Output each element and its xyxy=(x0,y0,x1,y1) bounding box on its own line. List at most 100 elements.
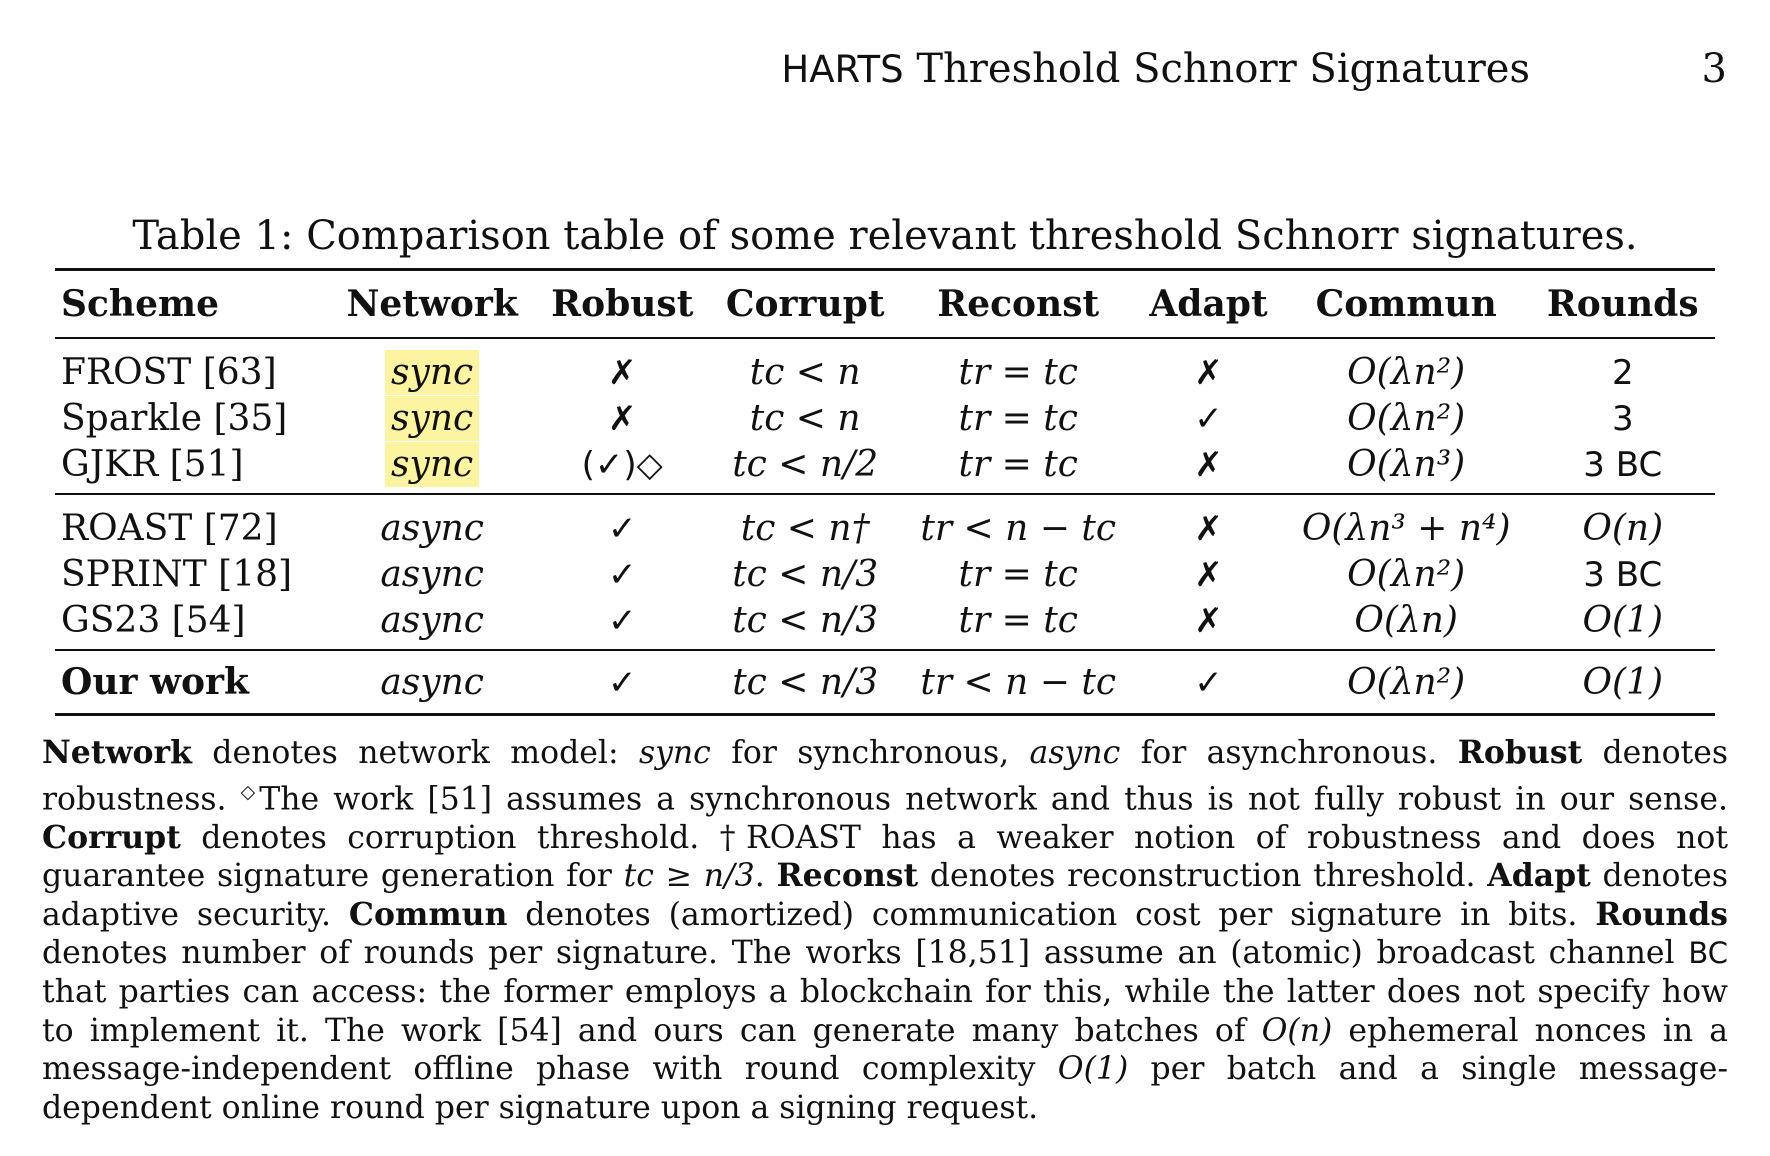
commun-value: O(λn²) xyxy=(1347,661,1466,703)
table-group-async: ROAST [72] async ✓ tc < n† tr < n − tc ✗ O(λn³… xyxy=(55,494,1715,651)
robust-value: ✓ xyxy=(608,600,637,641)
cell-reconst: tr = tc xyxy=(901,551,1135,597)
note-bc: BC xyxy=(1688,936,1728,971)
table-group-sync: FROST [63] sync ✗ tc < n tr = tc ✗ O(λn²) 2 Spar… xyxy=(55,338,1715,495)
cell-rounds: 3 BC xyxy=(1530,441,1715,495)
rounds-value: 3 xyxy=(1611,398,1634,439)
commun-value: O(λn²) xyxy=(1347,351,1466,393)
reconst-value: tr = tc xyxy=(958,553,1078,595)
note-text: denotes corruption threshold. †ROAST has… xyxy=(42,819,1728,895)
scheme-value: Our work xyxy=(61,661,249,703)
note-keyword: Commun xyxy=(348,895,508,933)
running-title: HARTS Threshold Schnorr Signatures xyxy=(781,46,1530,92)
corrupt-value: tc < n xyxy=(749,351,861,393)
network-value: sync xyxy=(385,395,480,441)
robust-value: ✗ xyxy=(608,398,637,439)
table-row: FROST [63] sync ✗ tc < n tr = tc ✗ O(λn²) 2 xyxy=(55,338,1715,395)
cell-adapt: ✗ xyxy=(1135,597,1282,651)
table-row: ROAST [72] async ✓ tc < n† tr < n − tc ✗ O(λn³… xyxy=(55,494,1715,551)
cell-scheme: FROST [63] xyxy=(55,338,329,395)
network-value: async xyxy=(380,553,484,595)
note-text: for asynchronous. xyxy=(1120,735,1458,771)
cell-commun: O(λn²) xyxy=(1281,650,1531,716)
cell-rounds: 3 BC xyxy=(1531,551,1715,597)
table-group-ours: Our work async ✓ tc < n/3 tr < n − tc ✓ O(λn²)… xyxy=(55,650,1715,716)
comparison-table: Scheme Network Robust Corrupt Reconst Ad… xyxy=(55,268,1715,716)
cell-commun: O(λn³ + n⁴) xyxy=(1282,494,1531,551)
scheme-value: Sparkle [35] xyxy=(61,397,288,439)
adapt-value: ✓ xyxy=(1194,398,1223,439)
cell-scheme: GJKR [51] xyxy=(55,441,329,495)
reconst-value: tr = tc xyxy=(958,351,1078,393)
adapt-value: ✗ xyxy=(1194,444,1223,485)
cell-commun: O(λn³) xyxy=(1281,441,1531,495)
cell-scheme: ROAST [72] xyxy=(55,494,329,551)
reconst-value: tr = tc xyxy=(958,599,1078,641)
scheme-value: GJKR [51] xyxy=(61,443,244,485)
cell-commun: O(λn²) xyxy=(1282,395,1531,441)
cell-adapt: ✗ xyxy=(1135,441,1282,495)
rounds-value: 2 xyxy=(1611,352,1634,393)
table-note: Network denotes network model: sync for … xyxy=(42,734,1728,1127)
page-number: 3 xyxy=(1701,46,1727,92)
cell-network: async xyxy=(329,494,536,551)
corrupt-value: tc < n/3 xyxy=(732,599,879,641)
note-keyword: Network xyxy=(42,734,192,771)
corrupt-value: tc < n/2 xyxy=(732,443,879,485)
note-keyword: Rounds xyxy=(1595,895,1728,933)
commun-value: O(λn²) xyxy=(1347,553,1466,595)
cell-scheme: Our work xyxy=(55,650,329,716)
cell-network: sync xyxy=(328,441,536,495)
cell-adapt: ✓ xyxy=(1135,395,1282,441)
note-text: denotes reconstruction threshold. xyxy=(918,858,1488,895)
col-header: Commun xyxy=(1281,268,1531,339)
cell-rounds: O(1) xyxy=(1530,597,1715,651)
note-paragraph: Network denotes network model: sync for … xyxy=(42,734,1728,1127)
cell-robust: ✓ xyxy=(535,597,710,651)
note-math: O(1) xyxy=(1057,1051,1129,1088)
cell-reconst: tr < n − tc xyxy=(901,650,1136,716)
cell-rounds: 2 xyxy=(1531,338,1715,395)
note-keyword: Corrupt xyxy=(42,818,181,856)
robust-value: ✓ xyxy=(608,662,637,703)
cell-network: sync xyxy=(329,395,536,441)
cell-robust: ✓ xyxy=(535,650,710,716)
rounds-value: O(n) xyxy=(1582,507,1664,549)
cell-corrupt: tc < n/3 xyxy=(709,597,902,651)
cell-corrupt: tc < n xyxy=(709,395,901,441)
cell-commun: O(λn²) xyxy=(1282,338,1531,395)
col-header: Corrupt xyxy=(709,268,902,339)
cell-scheme: GS23 [54] xyxy=(55,597,329,651)
note-text: . xyxy=(754,858,777,895)
corrupt-value: tc < n/3 xyxy=(732,553,879,595)
cell-rounds: O(1) xyxy=(1530,650,1715,716)
robust-value: ✗ xyxy=(608,352,637,393)
note-text: that parties can access: the former empl… xyxy=(42,974,1728,1049)
cell-robust: ✗ xyxy=(535,338,709,395)
note-text: The work [51] assumes a synchronous netw… xyxy=(259,781,1729,818)
cell-network: async xyxy=(328,597,536,651)
adapt-value: ✗ xyxy=(1194,600,1223,641)
col-header: Scheme xyxy=(55,268,329,339)
note-text: denotes adaptive security. xyxy=(42,858,1728,933)
network-value: async xyxy=(380,661,484,703)
table-row: GS23 [54] async ✓ tc < n/3 tr = tc ✗ O(λn) O(1) xyxy=(55,597,1715,651)
running-title-rest: Threshold Schnorr Signatures xyxy=(916,46,1530,92)
cell-corrupt: tc < n/3 xyxy=(709,551,901,597)
corrupt-value: tc < n/3 xyxy=(732,661,879,703)
table-caption: Table 1: Comparison table of some releva… xyxy=(132,213,1638,259)
network-value: sync xyxy=(385,349,480,395)
note-text: per batch and a single message-dependent… xyxy=(42,1051,1728,1126)
scheme-value: SPRINT [18] xyxy=(61,553,293,595)
cell-corrupt: tc < n/3 xyxy=(709,650,902,716)
note-italic: sync xyxy=(638,735,711,771)
note-math: tc ≥ n/3 xyxy=(623,858,755,895)
cell-reconst: tr < n − tc xyxy=(901,494,1135,551)
cell-reconst: tr = tc xyxy=(901,395,1135,441)
cell-commun: O(λn) xyxy=(1281,597,1531,651)
col-header: Rounds xyxy=(1530,268,1715,339)
rounds-value: O(1) xyxy=(1582,599,1664,641)
cell-commun: O(λn²) xyxy=(1282,551,1531,597)
note-math: O(n) xyxy=(1261,1012,1333,1049)
note-text: denotes network model: xyxy=(191,735,639,771)
